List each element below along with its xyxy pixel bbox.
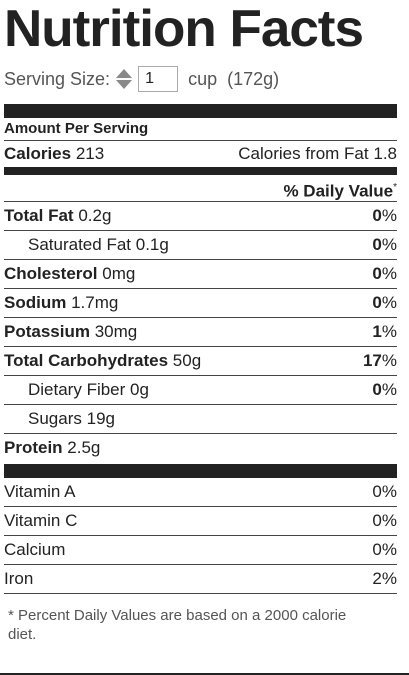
- nutrient-name: Sodium: [4, 293, 67, 312]
- quantity-stepper[interactable]: [116, 66, 133, 92]
- daily-value-header-text: % Daily Value: [283, 181, 394, 201]
- nutrient-row-total-fat: Total Fat 0.2g 0%: [4, 202, 397, 231]
- nutrient-row-total-carbohydrates: Total Carbohydrates 50g 17%: [4, 347, 397, 376]
- divider-thick: [4, 104, 397, 118]
- vitamin-percent: 0%: [372, 540, 397, 559]
- nutrient-amount: 0.1g: [135, 235, 169, 254]
- nutrient-name: Total Fat: [4, 206, 74, 225]
- nutrient-name: Sugars: [28, 409, 82, 428]
- vitamin-row-iron: Iron 2%: [4, 565, 397, 594]
- divider-thick-vitamins: [4, 464, 397, 478]
- nutrient-amount: 1.7mg: [71, 293, 119, 312]
- vitamin-name: Calcium: [4, 540, 66, 559]
- amount-per-serving: Amount Per Serving: [4, 118, 397, 141]
- nutrient-percent: 17%: [362, 351, 397, 370]
- nutrient-row-protein: Protein 2.5g: [4, 434, 397, 462]
- vitamin-row-a: Vitamin A 0%: [4, 478, 397, 507]
- nutrient-amount: 0g: [130, 380, 149, 399]
- chevron-up-icon[interactable]: [116, 69, 133, 78]
- nutrient-amount: 19g: [86, 409, 115, 428]
- calories-from-fat: Calories from Fat 1.8: [238, 141, 397, 167]
- nutrient-name: Cholesterol: [4, 264, 98, 283]
- nutrient-percent: 0%: [372, 235, 397, 254]
- nutrient-row-sodium: Sodium 1.7mg 0%: [4, 289, 397, 318]
- nutrient-amount: 2.5g: [67, 438, 101, 457]
- nutrient-row-sugars: Sugars 19g: [4, 405, 397, 434]
- nutrient-percent: 0%: [372, 206, 397, 225]
- footnote: * Percent Daily Values are based on a 20…: [8, 607, 347, 643]
- vitamin-row-calcium: Calcium 0%: [4, 536, 397, 565]
- vitamin-percent: 0%: [372, 511, 397, 530]
- nutrient-name: Potassium: [4, 322, 90, 341]
- serving-grams: (172g): [227, 68, 280, 89]
- nutrient-name: Total Carbohydrates: [4, 351, 169, 370]
- serving-size-row: Serving Size: cup (172g): [4, 62, 397, 96]
- bottom-border: [0, 673, 409, 675]
- serving-quantity-input[interactable]: [138, 66, 179, 92]
- vitamin-name: Vitamin C: [4, 511, 78, 530]
- nutrient-percent: 1%: [372, 322, 397, 341]
- vitamin-name: Iron: [4, 569, 34, 588]
- serving-unit: cup: [188, 68, 218, 89]
- calories: Calories 213: [4, 141, 104, 167]
- nutrient-row-dietary-fiber: Dietary Fiber 0g 0%: [4, 376, 397, 405]
- label-title: Nutrition Facts: [4, 0, 364, 58]
- vitamin-name: Vitamin A: [4, 482, 76, 501]
- nutrient-amount: 0mg: [102, 264, 136, 283]
- nutrient-name: Dietary Fiber: [28, 380, 126, 399]
- nutrient-row-potassium: Potassium 30mg 1%: [4, 318, 397, 347]
- nutrient-name: Protein: [4, 438, 63, 457]
- calories-from-fat-value: 1.8: [373, 144, 397, 163]
- nutrient-amount: 50g: [172, 351, 202, 370]
- daily-value-asterisk: *: [393, 182, 397, 193]
- vitamin-row-c: Vitamin C 0%: [4, 507, 397, 536]
- vitamin-percent: 2%: [372, 569, 397, 588]
- vitamin-percent: 0%: [372, 482, 397, 501]
- nutrient-amount: 0.2g: [78, 206, 112, 225]
- calories-from-fat-label: Calories from Fat: [238, 144, 369, 163]
- nutrient-percent: 0%: [372, 264, 397, 283]
- calories-label: Calories: [4, 144, 72, 163]
- daily-value-header: % Daily Value*: [4, 175, 397, 202]
- nutrient-row-saturated-fat: Saturated Fat 0.1g 0%: [4, 231, 397, 260]
- chevron-down-icon[interactable]: [116, 80, 133, 89]
- nutrient-percent: 0%: [372, 293, 397, 312]
- nutrient-row-cholesterol: Cholesterol 0mg 0%: [4, 260, 397, 289]
- divider-medium: [4, 167, 397, 175]
- nutrient-percent: 0%: [372, 380, 397, 399]
- calories-value: 213: [75, 144, 105, 163]
- nutrient-name: Saturated Fat: [28, 235, 132, 254]
- calories-row: Calories 213 Calories from Fat 1.8: [4, 141, 397, 167]
- serving-size-label: Serving Size:: [4, 68, 111, 89]
- nutrient-amount: 30mg: [94, 322, 138, 341]
